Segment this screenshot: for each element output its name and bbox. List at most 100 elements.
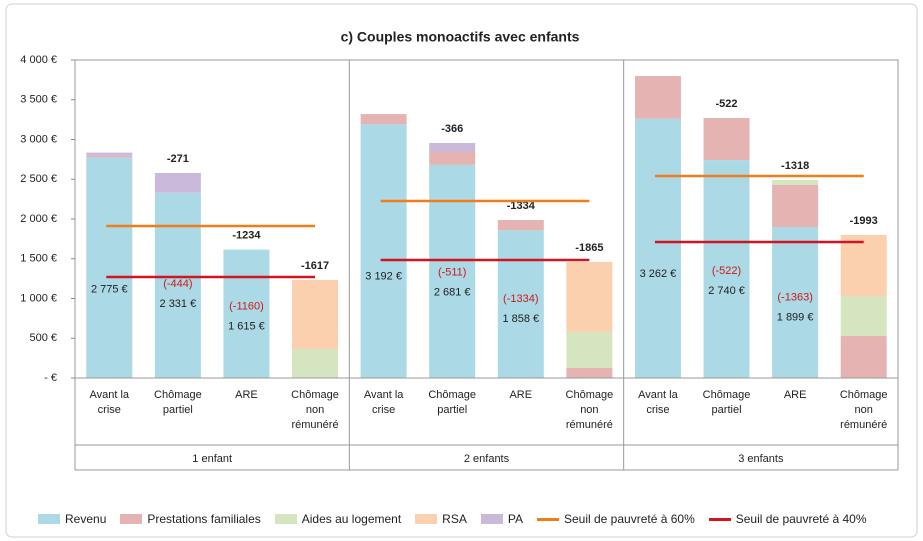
legend-label: Aides au logement [301, 512, 402, 526]
legend-label: Prestations familiales [147, 512, 261, 526]
value-label: 2 740 € [708, 285, 745, 297]
diff-label: -271 [167, 153, 189, 165]
x-tick-label: Avant la crise [363, 389, 404, 416]
legend-swatch [708, 517, 731, 521]
bar-segment [86, 157, 133, 378]
y-tick-label: 2 500 € [20, 173, 57, 185]
bar-segment [497, 230, 544, 378]
bar-segment [772, 227, 819, 378]
x-tick-label: Chômage non rémunéré [291, 389, 339, 431]
legend-item: Seuil de pauvreté à 60% [536, 512, 695, 526]
diff-label: -522 [716, 98, 738, 110]
bar-segment [86, 152, 133, 156]
bar-segment [429, 151, 476, 165]
loss-label: (-522) [712, 265, 741, 277]
diff-label: -1234 [232, 230, 261, 242]
legend-swatch [480, 514, 503, 524]
legend-item: RSA [415, 512, 467, 526]
legend-item: PA [480, 512, 523, 526]
bar-segment [634, 75, 681, 119]
value-label: 1 615 € [228, 321, 265, 333]
diff-label: -366 [441, 123, 463, 135]
bar-segment [840, 296, 887, 337]
bar-segment [223, 249, 270, 378]
x-tick-label: Chômage partiel [428, 389, 477, 416]
x-tick-label: ARE [509, 389, 533, 401]
legend-item: Prestations familiales [120, 512, 261, 526]
value-label: 2 681 € [434, 287, 471, 299]
bar-segment [703, 118, 750, 161]
value-label: 3 262 € [640, 268, 677, 280]
x-tick-label: Chômage partiel [154, 389, 202, 416]
diff-label: -1318 [781, 160, 809, 172]
bar-segment [154, 172, 201, 193]
diff-label: -1617 [301, 260, 329, 272]
legend: Revenu Prestations familiales Aides au log… [38, 512, 867, 526]
bar-segment [566, 367, 613, 378]
group-label: 3 enfants [738, 453, 784, 465]
y-tick-label: 1 500 € [20, 253, 57, 265]
legend-swatch [536, 517, 559, 521]
y-tick-label: - € [44, 372, 57, 384]
legend-swatch [415, 514, 438, 524]
bar-segment [497, 220, 544, 231]
bar-segment [292, 279, 339, 349]
legend-label: PA [507, 512, 523, 526]
diff-label: -1865 [575, 242, 603, 254]
x-tick-label: Chômage partiel [702, 389, 751, 416]
legend-label: Revenu [65, 512, 107, 526]
legend-swatch [274, 514, 297, 524]
legend-item: Aides au logement [274, 512, 402, 526]
x-tick-label: Chômage non rémunéré [565, 389, 614, 431]
loss-label: (-1160) [229, 301, 264, 313]
value-label: 3 192 € [365, 270, 402, 282]
bar-segment [566, 262, 613, 332]
group-label: 2 enfants [464, 453, 510, 465]
legend-item: Revenu [38, 512, 106, 526]
y-tick-label: 2 000 € [20, 213, 57, 225]
diff-label: -1334 [507, 200, 536, 212]
legend-label: Seuil de pauvreté à 60% [563, 512, 695, 526]
bar-segment [772, 180, 819, 185]
bar-segment [360, 114, 407, 125]
bar-segment [566, 331, 613, 368]
legend-item: Seuil de pauvreté à 40% [708, 512, 867, 526]
loss-label: (-511) [438, 267, 467, 279]
bar-segment [772, 184, 819, 228]
loss-label: (-444) [163, 278, 192, 290]
chart-title: c) Couples monoactifs avec enfants [341, 29, 580, 45]
y-tick-label: 3 500 € [20, 94, 57, 106]
bar-segment [429, 142, 476, 152]
value-label: 2 331 € [160, 298, 197, 310]
loss-label: (-1363) [777, 292, 812, 304]
bar-segment [634, 118, 681, 379]
value-label: 1 899 € [777, 312, 814, 324]
bar-segment [154, 192, 201, 378]
bar-segment [86, 155, 133, 158]
x-tick-label: Avant la crise [638, 389, 678, 416]
y-tick-label: 500 € [29, 332, 57, 344]
legend-swatch [38, 514, 60, 524]
bar-segment [840, 336, 887, 378]
frame [5, 3, 918, 538]
loss-label: (-1334) [503, 293, 538, 305]
value-label: 1 858 € [502, 313, 539, 325]
legend-swatch [120, 514, 143, 524]
x-tick-label: ARE [783, 389, 807, 401]
y-tick-label: 3 000 € [20, 133, 57, 145]
y-tick-label: 1 000 € [20, 292, 57, 304]
group-label: 1 enfant [192, 453, 232, 465]
bar-segment [292, 348, 339, 378]
x-tick-label: Chômage non rémunéré [839, 389, 888, 431]
y-tick-label: 4 000 € [20, 54, 57, 66]
x-tick-label: ARE [235, 389, 258, 401]
legend-label: Seuil de pauvreté à 40% [735, 512, 867, 526]
diff-label: -1993 [850, 215, 878, 227]
bar-segment [360, 124, 407, 379]
bar-segment [703, 160, 750, 378]
x-tick-label: Avant la crise [89, 389, 130, 416]
bar-segment [840, 234, 887, 297]
legend-label: RSA [442, 512, 467, 526]
